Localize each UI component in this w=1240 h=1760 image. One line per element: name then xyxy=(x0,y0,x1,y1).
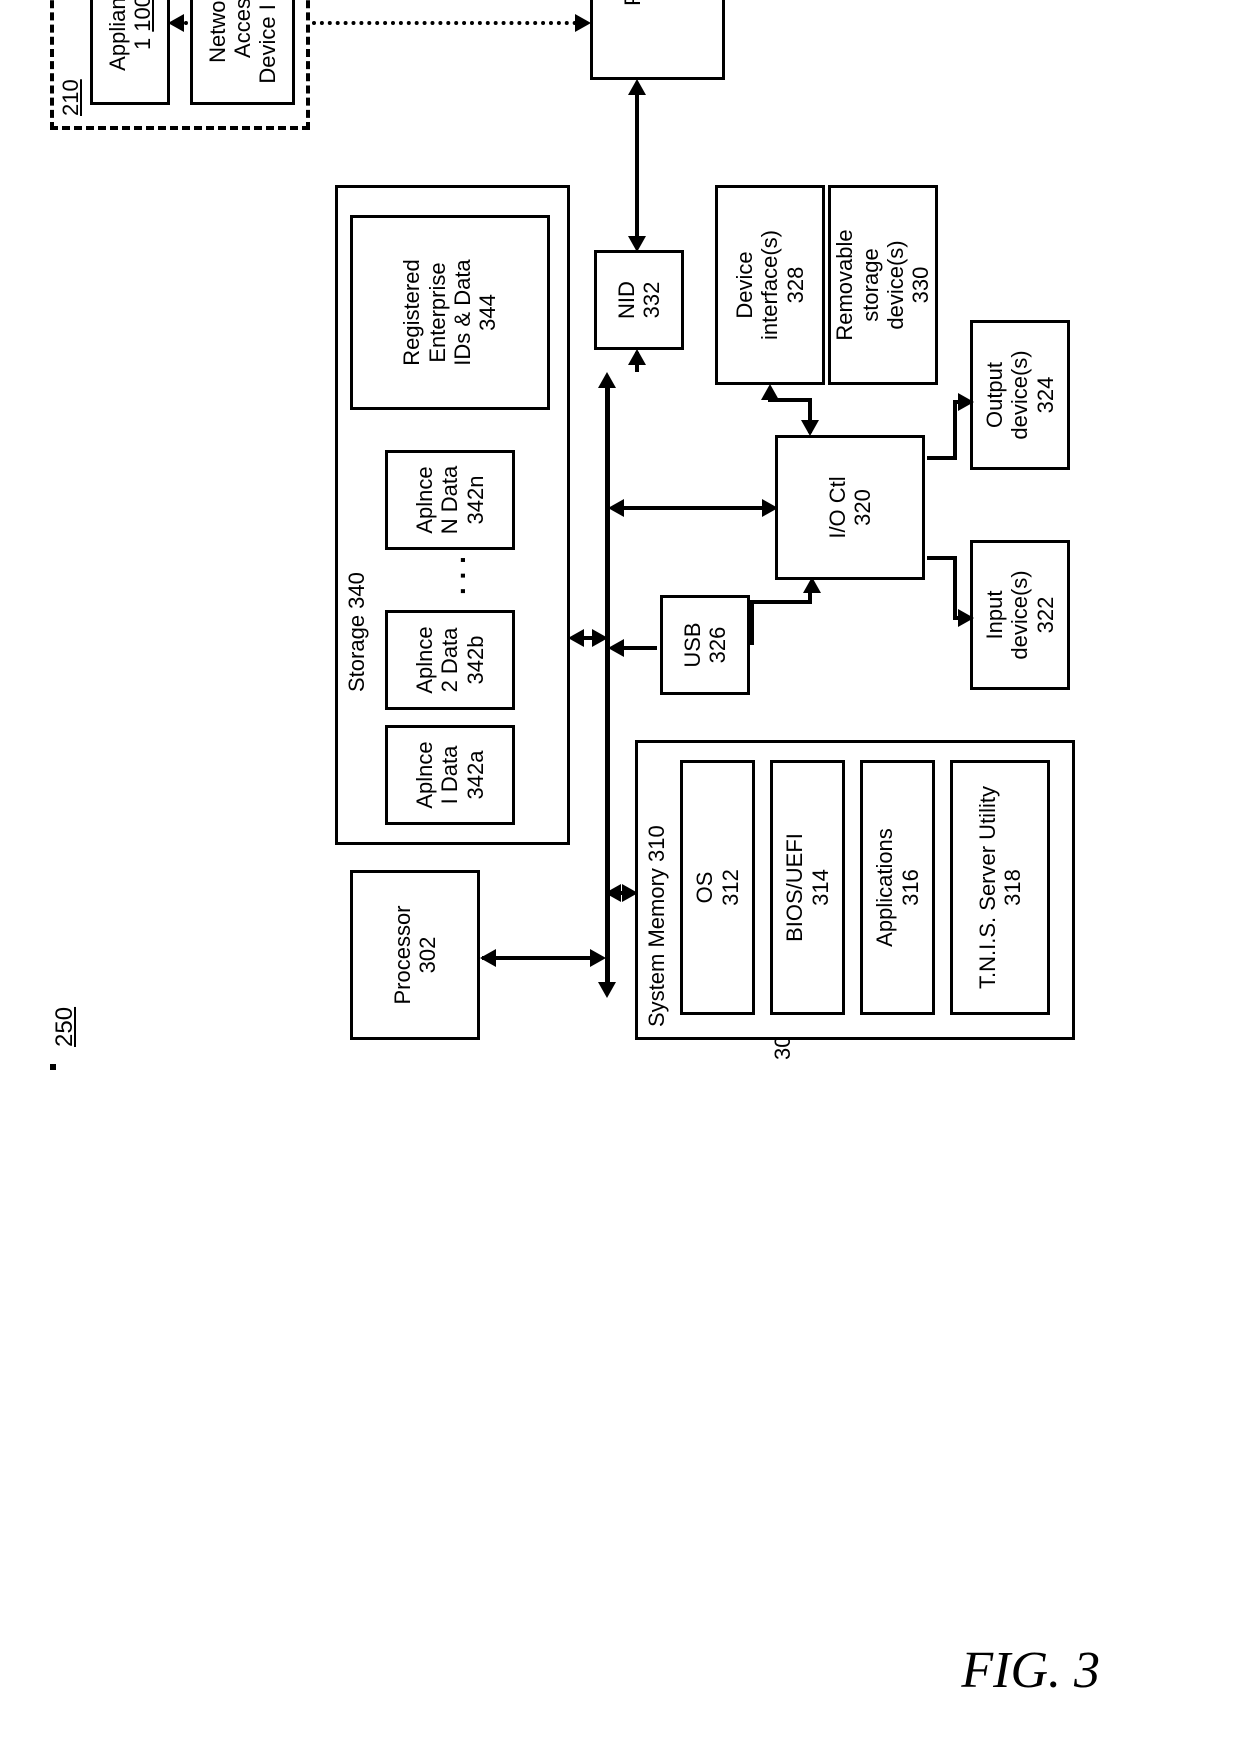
output-box: Output device(s) 324 xyxy=(970,320,1070,470)
storage-ellipsis: . . . xyxy=(440,556,472,595)
apps-box: Applications 316 xyxy=(860,760,935,1015)
usb-io-r xyxy=(803,577,821,593)
main-id: 250 xyxy=(51,1007,79,1047)
usb-io-v xyxy=(750,600,810,604)
ioctl-box: I/O Ctl 320 xyxy=(775,435,925,580)
loc1-appliance: Appliance1 100 xyxy=(90,0,170,105)
proc-bus-u xyxy=(480,949,496,967)
tnis-box: T.N.I.S. Server Utility 318 xyxy=(950,760,1050,1015)
pubnet-box: Public Network (Internet) 240 xyxy=(590,0,725,80)
io-output-h xyxy=(953,400,957,460)
io-output-d xyxy=(958,393,974,411)
os-box: OS 312 xyxy=(680,760,755,1015)
io-bus xyxy=(612,506,772,510)
aplnceN-data: Aplnce N Data 342n xyxy=(385,450,515,550)
input-box: Input device(s) 322 xyxy=(970,540,1070,690)
loc1-pubnet-d xyxy=(575,14,591,32)
mem-bus-u xyxy=(605,884,621,902)
figure-label: FIG. 3 xyxy=(961,1641,1100,1700)
bus-l xyxy=(598,982,616,998)
remstore-box: Removable storage device(s) 330 xyxy=(828,185,938,385)
io-bus-u xyxy=(608,499,624,517)
loc1-id: 210 xyxy=(58,79,83,116)
io-dev-l xyxy=(801,420,819,436)
devif-box: Device interface(s) 328 xyxy=(715,185,825,385)
stor-bus-u xyxy=(568,629,584,647)
usb-io-h2 xyxy=(808,589,812,604)
bios-box: BIOS/UEFI 314 xyxy=(770,760,845,1015)
nid-pubnet-r xyxy=(628,79,646,95)
proc-bus-d xyxy=(590,949,606,967)
nid-pubnet-l xyxy=(628,236,646,252)
nid-box: NID 332 xyxy=(594,250,684,350)
mem-bus-d xyxy=(622,884,638,902)
diagram-canvas: 250 304 Processor 302 Storage 340 Aplnce… xyxy=(50,30,1240,1070)
aplnce2-data: Aplnce 2 Data 342b xyxy=(385,610,515,710)
io-bus-d xyxy=(762,499,778,517)
storage-title: Storage 340 xyxy=(344,572,369,692)
usb-box: USB 326 xyxy=(660,595,750,695)
loc1-un xyxy=(168,14,184,32)
io-dev-h2 xyxy=(768,390,772,402)
nid-pubnet xyxy=(635,93,639,248)
bus-r xyxy=(598,372,616,388)
io-input-h xyxy=(953,556,957,620)
aplnce1-data: Aplnce I Data 342a xyxy=(385,725,515,825)
registered-ids: Registered Enterprise IDs & Data 344 xyxy=(350,215,550,410)
loc1-nad: NetworkAccessDevice I 205 xyxy=(190,0,295,105)
usb-io xyxy=(750,600,754,645)
proc-bus xyxy=(482,956,592,960)
main-250-box: 250 xyxy=(50,1064,56,1070)
processor-box: Processor 302 xyxy=(350,870,480,1040)
nid-bus-r xyxy=(628,349,646,365)
stor-bus-d xyxy=(592,629,608,647)
sysmem-title: System Memory 310 xyxy=(644,825,669,1027)
io-input-d xyxy=(958,609,974,627)
loc1-pubnet xyxy=(312,21,577,25)
usb-bus-u xyxy=(608,639,624,657)
